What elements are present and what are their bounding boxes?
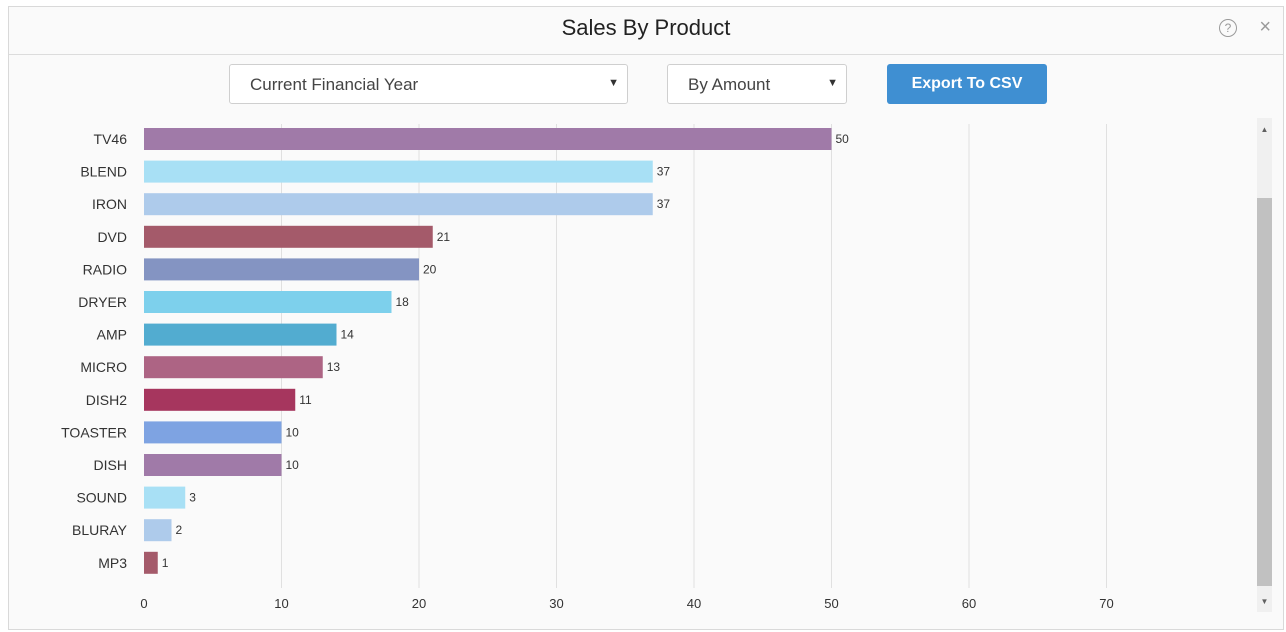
y-tick-label: DVD [97,229,127,245]
bar-mp3 [144,551,158,574]
y-tick-label: DRYER [78,294,127,310]
data-label: 13 [327,360,341,374]
data-label: 11 [299,393,312,407]
data-label: 21 [437,230,451,244]
chevron-down-icon: ▼ [608,77,619,89]
bar-iron [144,193,653,216]
x-tick-label: 0 [140,596,147,611]
bar-micro [144,356,323,379]
sales-by-product-panel: Sales By Product ? × [8,6,1284,630]
x-tick-label: 40 [687,596,701,611]
x-tick-label: 70 [1099,596,1113,611]
x-tick-label: 50 [824,596,838,611]
y-tick-label: DISH2 [86,392,127,408]
x-tick-label: 60 [962,596,976,611]
data-label: 3 [189,491,196,505]
bar-dish [144,454,282,476]
close-icon[interactable]: × [1259,16,1271,38]
help-icon[interactable]: ? [1219,19,1237,37]
scroll-thumb[interactable] [1257,198,1272,586]
chevron-down-icon: ▼ [827,77,838,89]
bar-dryer [144,291,392,313]
data-label: 2 [176,523,183,537]
data-label: 14 [341,328,355,342]
y-tick-label: TV46 [94,131,128,147]
y-tick-label: TOASTER [61,424,127,440]
measure-select[interactable]: By Amount ▼ [667,64,847,104]
data-label: 50 [836,132,850,146]
y-tick-label: DISH [94,457,127,473]
x-tick-label: 30 [549,596,563,611]
bar-dish2 [144,388,296,411]
data-label: 37 [657,197,671,211]
data-label: 10 [286,458,300,472]
y-tick-label: MICRO [80,359,127,375]
y-tick-label: MP3 [98,555,127,571]
measure-select-value: By Amount [688,75,771,94]
data-label: 1 [162,556,169,570]
x-tick-label: 10 [274,596,288,611]
bar-blend [144,160,653,183]
export-csv-button[interactable]: Export To CSV [887,64,1047,104]
scroll-down-icon[interactable]: ▼ [1260,597,1269,606]
data-label: 20 [423,262,437,276]
period-select-value: Current Financial Year [250,75,419,94]
y-tick-label: BLURAY [72,522,128,538]
period-select[interactable]: Current Financial Year ▼ [229,64,628,104]
y-tick-label: BLEND [80,164,127,180]
data-label: 18 [396,295,410,309]
bar-sound [144,486,186,509]
bar-dvd [144,225,433,248]
scroll-up-icon[interactable]: ▲ [1260,125,1269,134]
chart-scrollbar[interactable]: ▲ ▼ [1257,118,1272,612]
y-tick-label: SOUND [76,490,127,506]
data-label: 37 [657,165,671,179]
data-label: 10 [286,425,300,439]
bar-radio [144,258,419,281]
bar-bluray [144,519,172,542]
y-tick-label: IRON [92,196,127,212]
bar-tv46 [144,128,832,150]
y-tick-label: AMP [97,327,127,343]
page-title: Sales By Product [561,15,731,40]
panel-header: Sales By Product ? × [9,7,1283,55]
y-tick-label: RADIO [83,261,127,277]
bar-toaster [144,421,282,444]
x-tick-label: 20 [412,596,426,611]
bar-amp [144,323,337,346]
